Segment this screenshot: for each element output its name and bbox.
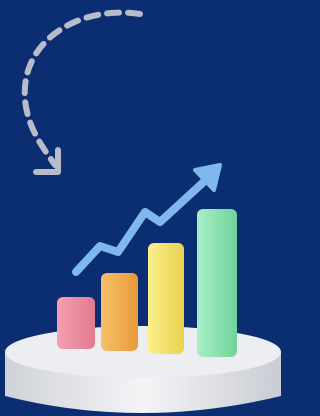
bar	[57, 297, 95, 349]
page	[0, 0, 281, 416]
illustration	[0, 0, 281, 416]
bar	[197, 209, 237, 357]
bar	[148, 243, 184, 354]
podium-top	[5, 326, 281, 378]
bar	[101, 273, 138, 351]
